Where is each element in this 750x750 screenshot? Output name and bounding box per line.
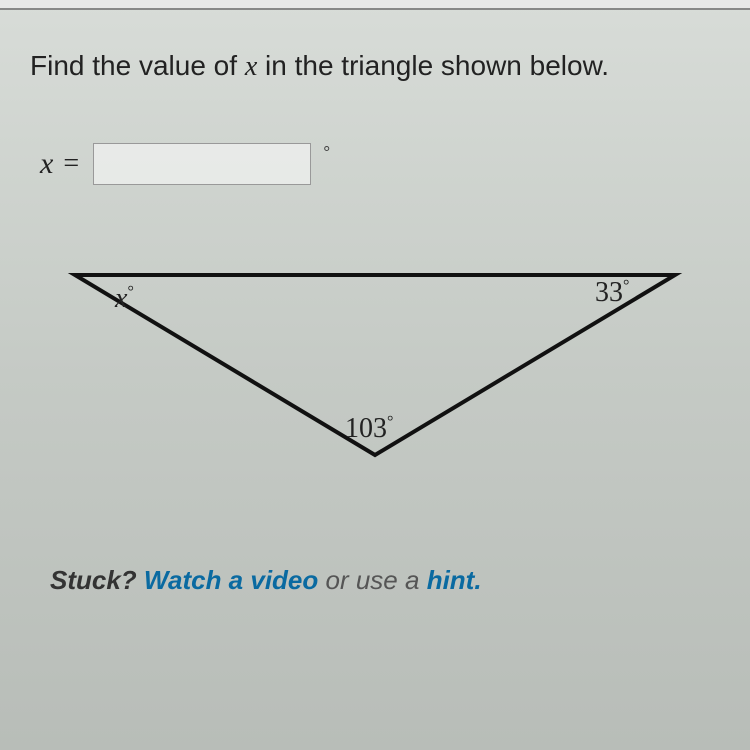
angle-x-deg: ° — [127, 284, 133, 301]
stuck-label: Stuck? — [50, 565, 137, 595]
question-text: Find the value of x in the triangle show… — [30, 50, 720, 83]
problem-content: Find the value of x in the triangle show… — [0, 10, 750, 596]
angle-label-x: x° — [115, 283, 134, 315]
triangle-figure: x° 33° 103° — [55, 255, 695, 495]
angle-label-103: 103° — [345, 413, 393, 445]
question-var: x — [245, 51, 257, 82]
watch-video-link[interactable]: Watch a video — [144, 565, 318, 595]
hint-link[interactable]: hint. — [427, 565, 482, 595]
window-top-bar — [0, 0, 750, 10]
angle-x-value: x — [115, 283, 127, 314]
answer-input[interactable] — [93, 143, 311, 185]
stuck-help: Stuck? Watch a video or use a hint. — [50, 565, 720, 596]
answer-unit: ° — [323, 143, 330, 164]
angle-33-value: 33 — [595, 277, 623, 308]
question-prefix: Find the value of — [30, 50, 245, 81]
angle-103-value: 103 — [345, 413, 387, 444]
stuck-or: or use a — [318, 565, 426, 595]
angle-103-deg: ° — [387, 414, 393, 431]
answer-var: x — [40, 147, 53, 181]
answer-row: x = ° — [40, 143, 720, 185]
question-suffix: in the triangle shown below. — [257, 50, 609, 81]
angle-label-33: 33° — [595, 277, 629, 309]
angle-33-deg: ° — [623, 278, 629, 295]
equals-sign: = — [63, 148, 79, 180]
